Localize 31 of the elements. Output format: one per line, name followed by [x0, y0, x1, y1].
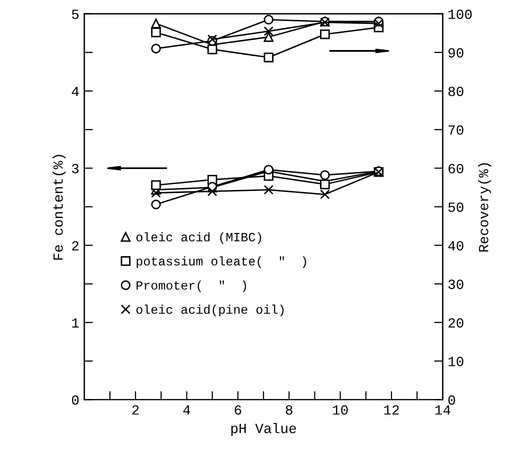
y2-tick-label: 20 — [448, 318, 464, 328]
x-tick-label: 6 — [234, 405, 242, 415]
y2-tick-label: 70 — [448, 125, 464, 135]
y2-tick-label: 80 — [448, 86, 464, 96]
legend-label: oleic acid(pine oil) — [136, 304, 284, 316]
x-tick-label: 8 — [286, 405, 292, 415]
x-tick-label: 4 — [183, 405, 190, 415]
x-tick-label: 10 — [332, 405, 348, 415]
y2-tick-label: 90 — [448, 48, 464, 58]
y2-tick-label: 60 — [448, 164, 464, 174]
y-tick-label: 0 — [72, 395, 79, 405]
x-tick-label: 14 — [435, 405, 450, 415]
x-tick-label: 2 — [132, 405, 139, 415]
y-tick-label: 4 — [72, 86, 79, 96]
y2-axis-title: Recovery(%) — [478, 163, 492, 252]
y2-tick-label: 50 — [448, 202, 464, 212]
y2-tick-label: 0 — [448, 395, 456, 405]
x-tick-label: 12 — [384, 405, 399, 415]
legend-label: oleic acid (MIBC) — [136, 232, 262, 244]
y-axis-title: Fe content(%) — [52, 154, 66, 260]
y-tick-label: 1 — [72, 318, 79, 328]
y2-tick-label: 40 — [448, 241, 464, 250]
legend-label: Promoter( " ) — [136, 280, 246, 292]
x-axis-title: pH Value — [231, 422, 296, 436]
legend-label: potassium oleate( " ) — [136, 256, 306, 268]
y-tick-label: 2 — [72, 241, 78, 250]
y-tick-label: 5 — [72, 10, 79, 20]
y2-tick-label: 100 — [448, 10, 472, 20]
y2-tick-label: 30 — [448, 280, 464, 290]
y2-tick-label: 10 — [448, 356, 464, 366]
y-tick-label: 3 — [72, 164, 79, 174]
